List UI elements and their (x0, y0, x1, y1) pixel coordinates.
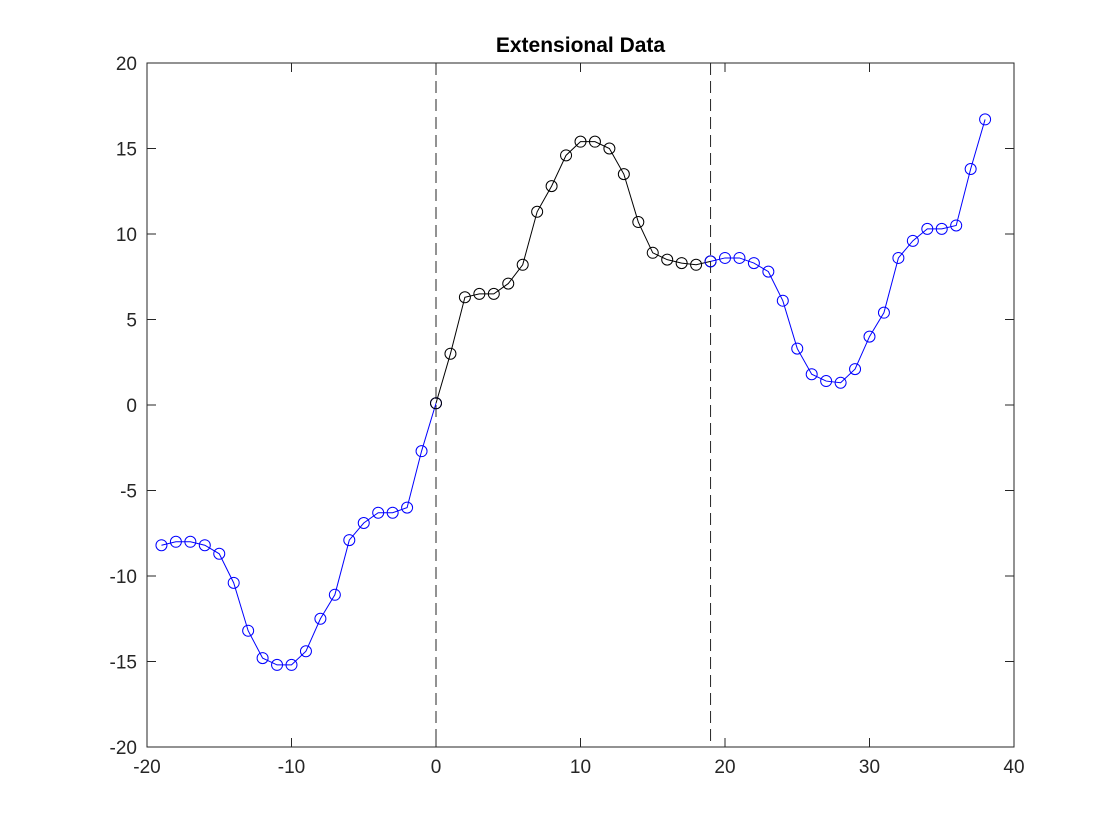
series-1-point-16 (661, 253, 674, 266)
series-2-point-18 (964, 163, 977, 176)
series-0-point-18 (415, 445, 428, 458)
series-2-point-14 (906, 234, 919, 247)
series-1-point-2 (458, 291, 471, 304)
series-0-point-5 (227, 576, 240, 589)
series-1-point-14 (632, 216, 645, 229)
series-0-point-10 (299, 645, 312, 658)
series-1-point-18 (690, 258, 703, 271)
series-2-point-2 (733, 251, 746, 264)
y-tick-label-8: 20 (116, 54, 137, 75)
x-tick-label-0: -20 (133, 757, 160, 778)
y-tick-label-0: -20 (110, 738, 137, 759)
y-tick-label-3: -5 (120, 482, 137, 503)
series-2-point-16 (935, 222, 948, 235)
series-1-point-3 (473, 287, 486, 300)
series-2-point-5 (776, 294, 789, 307)
y-tick-label-5: 5 (126, 311, 137, 332)
x-tick-label-1: -10 (278, 757, 305, 778)
series-1-point-0 (430, 397, 442, 410)
series-1-point-1 (444, 347, 457, 360)
series-1-point-11 (588, 135, 601, 148)
series-2-point-10 (849, 363, 862, 376)
series-2-point-3 (747, 257, 760, 270)
series-2-point-1 (719, 251, 731, 264)
series-2-point-7 (805, 368, 818, 381)
series-0-point-8 (271, 658, 284, 671)
series-2-point-13 (892, 251, 905, 264)
series-2-point-17 (950, 219, 963, 232)
series-0-point-15 (372, 506, 385, 519)
x-tick-label-6: 40 (1003, 757, 1024, 778)
series-1-point-9 (560, 149, 573, 162)
series-0-point-14 (357, 516, 370, 529)
series-2-point-12 (877, 306, 890, 319)
series-2-point-15 (921, 222, 934, 235)
series-2-point-4 (762, 265, 775, 278)
series-1-point-8 (545, 180, 558, 193)
series-0-point-0 (155, 539, 168, 552)
series-0-point-13 (343, 534, 356, 547)
series-0-point-11 (314, 612, 327, 625)
y-tick-label-2: -10 (110, 567, 137, 588)
series-0-point-1 (169, 535, 182, 548)
series-0-point-4 (213, 547, 226, 560)
series-1-point-5 (502, 277, 515, 290)
x-tick-label-4: 20 (714, 757, 735, 778)
ticks-group: -20 -10 0 10 20 30 40 -20 -15 -10 -5 0 5 10 15 20 (110, 54, 1025, 778)
series-group (155, 113, 992, 671)
series-1-point-17 (675, 257, 688, 270)
series-1-point-15 (646, 246, 659, 259)
y-tick-label-7: 15 (116, 140, 137, 161)
series-0-point-16 (386, 506, 399, 519)
series-2-point-0 (704, 255, 717, 268)
series-2-point-11 (863, 330, 876, 343)
series-2-point-9 (834, 376, 847, 389)
y-tick-label-1: -15 (110, 653, 137, 674)
series-2-point-6 (791, 342, 804, 355)
series-1-point-6 (516, 258, 529, 271)
x-tick-label-3: 10 (570, 757, 591, 778)
series-1-point-10 (574, 135, 587, 148)
series-1-point-13 (617, 168, 630, 181)
chart-title: Extensional Data (496, 34, 666, 57)
series-0-point-6 (242, 624, 255, 637)
series-0-point-17 (401, 501, 414, 514)
series-0-point-3 (198, 539, 211, 552)
y-tick-label-6: 10 (116, 225, 137, 246)
series-2-line (710, 119, 986, 384)
series-0-point-2 (184, 535, 197, 548)
series-2-point-19 (979, 113, 992, 126)
series-1-line (435, 141, 711, 404)
series-0-point-9 (285, 658, 298, 671)
series-0-line (161, 403, 437, 666)
series-0-point-12 (328, 588, 341, 601)
series-0-point-7 (256, 652, 269, 665)
series-1-point-4 (487, 287, 500, 300)
x-tick-label-2: 0 (431, 757, 442, 778)
x-tick-label-5: 30 (859, 757, 880, 778)
series-1-point-7 (531, 205, 544, 218)
series-2-point-8 (820, 375, 833, 388)
series-1-point-12 (603, 142, 616, 155)
y-tick-label-4: 0 (126, 396, 137, 417)
